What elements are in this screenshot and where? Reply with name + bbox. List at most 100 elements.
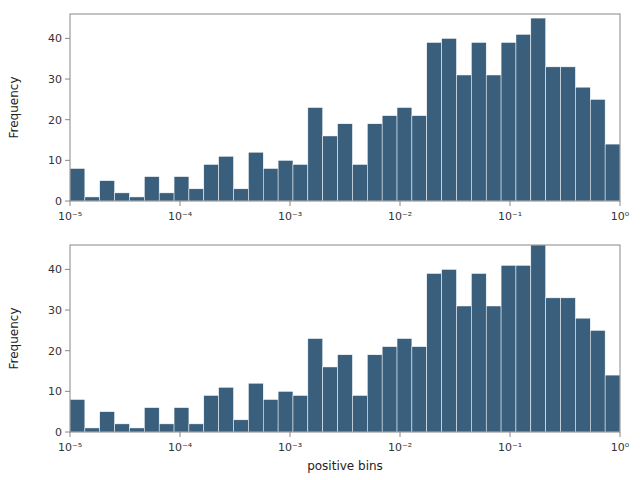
y-tick-label: 30: [48, 73, 62, 86]
bar: [70, 168, 85, 201]
bars: [70, 18, 620, 201]
y-tick: [65, 310, 70, 311]
bar: [516, 265, 531, 432]
x-tick-label: 10⁻²: [388, 441, 412, 454]
bar: [352, 395, 367, 432]
y-tick-label: 0: [55, 195, 62, 208]
x-tick-label: 10⁰: [611, 210, 630, 223]
bar: [70, 399, 85, 432]
bar: [248, 152, 263, 201]
bar: [427, 42, 442, 201]
bar: [367, 124, 382, 201]
y-tick-label: 20: [48, 345, 62, 358]
y-tick-label: 40: [48, 263, 62, 276]
bar: [278, 160, 293, 201]
bar: [397, 108, 412, 202]
x-tick: [620, 201, 621, 206]
y-tick-label: 0: [55, 426, 62, 439]
bar: [382, 347, 397, 432]
bar: [456, 75, 471, 201]
bar: [219, 387, 234, 432]
bar: [338, 355, 353, 432]
bar: [174, 408, 189, 432]
bar: [174, 177, 189, 201]
y-tick-label: 10: [48, 154, 62, 167]
bar: [204, 164, 219, 201]
x-tick: [510, 201, 511, 206]
panel: 01020304010⁻⁵10⁻⁴10⁻³10⁻²10⁻¹10⁰Frequenc…: [7, 14, 630, 223]
bars: [70, 245, 620, 432]
x-axis-label: positive bins: [307, 459, 383, 473]
y-tick-label: 20: [48, 114, 62, 127]
y-tick-label: 10: [48, 385, 62, 398]
bar: [144, 408, 159, 432]
bar: [516, 34, 531, 201]
bar: [456, 306, 471, 432]
bar: [546, 298, 561, 432]
x-tick: [180, 201, 181, 206]
bar: [234, 189, 249, 201]
bar: [278, 391, 293, 432]
bar: [531, 245, 546, 432]
bar: [189, 189, 204, 201]
x-tick-label: 10⁻¹: [498, 210, 522, 223]
bar: [367, 355, 382, 432]
y-tick-label: 30: [48, 304, 62, 317]
x-tick-label: 10⁻⁵: [58, 441, 82, 454]
bar: [427, 273, 442, 432]
bar: [471, 42, 486, 201]
bar: [159, 193, 174, 201]
bar: [308, 339, 323, 433]
y-axis-label: Frequency: [7, 308, 21, 370]
bar: [546, 67, 561, 201]
x-tick: [180, 432, 181, 437]
bar: [263, 399, 278, 432]
bar: [575, 87, 590, 201]
x-tick-label: 10⁻¹: [498, 441, 522, 454]
bar: [144, 177, 159, 201]
chart: 0 10 20 30 40 10⁻⁵ 10⁻⁴ 10⁻³ 10⁻² 10⁻¹ 10⁰ Frequenc…: [0, 0, 640, 480]
bar: [115, 424, 130, 432]
panel: 01020304010⁻⁵10⁻⁴10⁻³10⁻²10⁻¹10⁰Frequenc…: [7, 245, 630, 473]
x-tick: [290, 432, 291, 437]
bar: [159, 424, 174, 432]
bar: [204, 395, 219, 432]
bar: [293, 164, 308, 201]
x-tick-label: 10⁻²: [388, 210, 412, 223]
bar: [442, 38, 457, 201]
bar: [590, 330, 605, 432]
bar: [308, 108, 323, 202]
bar: [605, 375, 620, 432]
bar: [561, 67, 576, 201]
bar: [234, 420, 249, 432]
bar: [248, 383, 263, 432]
bar: [412, 116, 427, 201]
bar: [323, 136, 338, 201]
bar: [352, 164, 367, 201]
bar: [501, 42, 516, 201]
plot-frame: [70, 14, 620, 201]
x-tick: [400, 432, 401, 437]
y-tick: [65, 38, 70, 39]
y-tick: [65, 160, 70, 161]
y-tick: [65, 432, 70, 433]
x-tick: [70, 432, 71, 437]
bar: [442, 269, 457, 432]
x-tick-label: 10⁻⁴: [168, 210, 193, 223]
bar: [293, 395, 308, 432]
bar: [471, 273, 486, 432]
bar: [501, 265, 516, 432]
bar: [561, 298, 576, 432]
bar: [100, 181, 115, 201]
x-tick: [510, 432, 511, 437]
y-tick: [65, 391, 70, 392]
bar: [382, 116, 397, 201]
bar: [575, 318, 590, 432]
bar: [189, 424, 204, 432]
x-tick: [290, 201, 291, 206]
bar: [412, 347, 427, 432]
bar: [85, 428, 100, 432]
bar: [323, 367, 338, 432]
x-tick-label: 10⁻³: [278, 210, 302, 223]
bar: [531, 18, 546, 201]
